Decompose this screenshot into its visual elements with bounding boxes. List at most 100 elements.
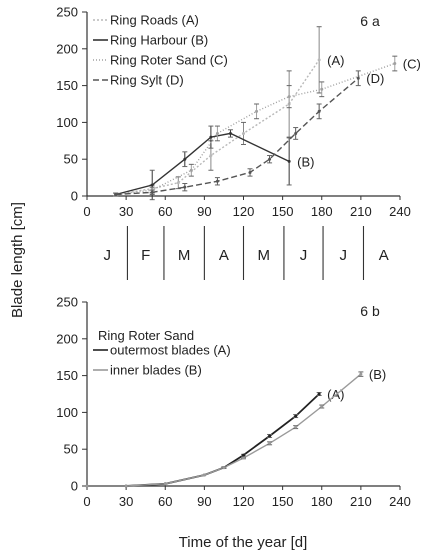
data-point (183, 157, 187, 161)
series-end-label: (A) (327, 53, 344, 68)
series-end-label: (C) (403, 57, 421, 72)
data-point (317, 58, 321, 62)
y-tick-label: 150 (56, 368, 78, 383)
panel-6b: 0 50 100 150 200 250 0 30 60 90 120 150 180 210 240 6 b… (56, 295, 411, 510)
data-point (268, 157, 272, 161)
x-tick-label: 90 (197, 494, 211, 509)
data-point (202, 473, 206, 477)
data-point (150, 190, 154, 194)
data-point (317, 109, 321, 113)
data-point (163, 482, 167, 486)
data-point (255, 109, 259, 113)
y-tick-label: 250 (56, 5, 78, 20)
data-point (268, 441, 272, 445)
y-tick-label: 0 (71, 189, 78, 204)
x-tick-label: 240 (389, 494, 411, 509)
x-tick-label: 120 (233, 494, 255, 509)
panel-label: 6 a (360, 13, 380, 29)
x-tick-label: 180 (311, 494, 333, 509)
series-end-label: (D) (366, 71, 384, 86)
month-label: M (257, 247, 270, 264)
data-point (85, 484, 89, 488)
data-point (150, 183, 154, 187)
x-tick-label: 210 (350, 494, 372, 509)
data-point (215, 179, 219, 183)
month-label: J (340, 247, 348, 264)
data-point (209, 135, 213, 139)
series-line (87, 393, 320, 487)
x-tick-label: 120 (233, 204, 255, 219)
month-label: J (300, 247, 308, 264)
y-tick-label: 50 (64, 152, 78, 167)
data-point (356, 76, 360, 80)
panel-6a: 0 50 100 150 200 250 0 30 60 90 120 150 180 210 240 6 a… (56, 5, 421, 220)
data-point (248, 170, 252, 174)
legend-entry: Ring Sylt (D) (110, 73, 184, 88)
series-end-label: (B) (369, 367, 386, 382)
x-tick-label: 0 (83, 204, 90, 219)
y-tick-label: 100 (56, 405, 78, 420)
panel-label: 6 b (360, 303, 380, 319)
x-tick-label: 150 (272, 494, 294, 509)
data-point (320, 405, 324, 409)
y-tick-label: 100 (56, 115, 78, 130)
x-tick-label: 180 (311, 204, 333, 219)
data-point (287, 159, 291, 163)
legend-entry: outermost blades (A) (110, 343, 231, 358)
data-point (183, 185, 187, 189)
legend-entry: Ring Harbour (B) (110, 33, 208, 48)
month-label: F (141, 247, 150, 264)
data-point (287, 95, 291, 99)
legend-title: Ring Roter Sand (98, 328, 194, 343)
legend-entry: Ring Roads (A) (110, 13, 199, 28)
data-point (176, 181, 180, 185)
x-tick-label: 90 (197, 204, 211, 219)
x-tick-label: 210 (350, 204, 372, 219)
x-tick-label: 30 (119, 494, 133, 509)
y-tick-label: 200 (56, 331, 78, 346)
data-point (242, 131, 245, 135)
x-tick-label: 150 (272, 204, 294, 219)
month-label: J (103, 247, 111, 264)
data-point (359, 372, 363, 376)
data-point (317, 392, 321, 396)
series-end-label: (B) (297, 154, 314, 169)
y-tick-label: 50 (64, 442, 78, 457)
y-tick-label: 200 (56, 41, 78, 56)
x-tick-label: 60 (158, 494, 172, 509)
series-line (115, 132, 290, 196)
data-point (124, 484, 128, 488)
data-point (209, 154, 213, 158)
data-point (294, 414, 298, 418)
month-label: A (219, 247, 229, 264)
data-point (242, 456, 245, 460)
data-point (215, 131, 219, 135)
series-line (87, 373, 362, 487)
data-point (242, 453, 245, 457)
x-tick-label: 60 (158, 204, 172, 219)
data-point (222, 466, 226, 470)
data-point (320, 87, 324, 91)
data-point (393, 62, 397, 66)
month-label: M (178, 247, 191, 264)
x-tick-label: 30 (119, 204, 133, 219)
data-point (294, 131, 298, 135)
data-point (228, 131, 232, 135)
data-point (294, 425, 298, 429)
x-tick-label: 240 (389, 204, 411, 219)
month-label: A (379, 247, 389, 264)
y-axis-title: Blade length [cm] (9, 202, 26, 318)
x-tick-label: 0 (83, 494, 90, 509)
data-point (189, 168, 193, 172)
legend-entry: inner blades (B) (110, 363, 202, 378)
x-axis-title: Time of the year [d] (179, 534, 308, 551)
data-point (114, 193, 118, 197)
y-tick-label: 250 (56, 295, 78, 310)
legend-entry: Ring Roter Sand (C) (110, 53, 228, 68)
series-line (115, 62, 396, 196)
y-tick-label: 0 (71, 479, 78, 494)
data-point (268, 434, 272, 438)
y-tick-label: 150 (56, 78, 78, 93)
